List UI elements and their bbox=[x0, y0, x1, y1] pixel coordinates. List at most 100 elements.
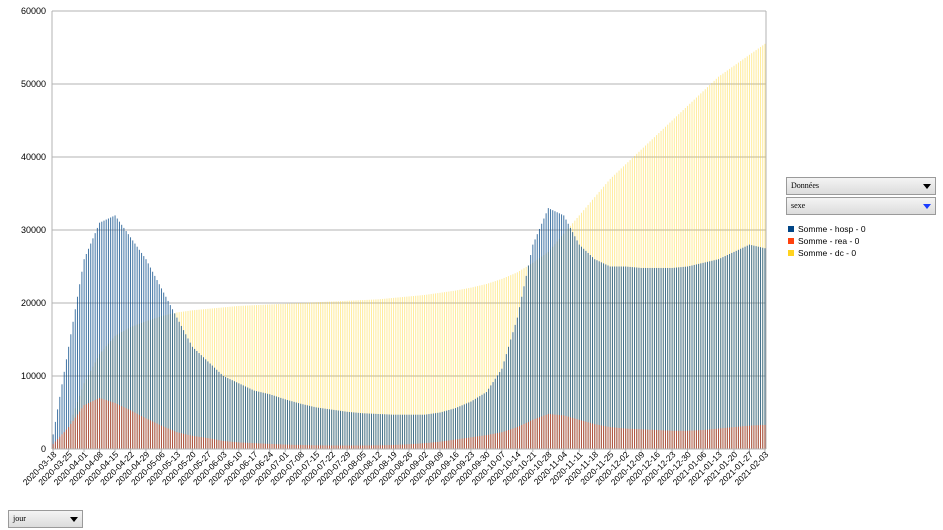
bar-hosp bbox=[331, 409, 333, 449]
bar-rea bbox=[673, 430, 675, 449]
bar-rea bbox=[94, 399, 96, 449]
bar-rea bbox=[729, 427, 731, 449]
bar-dc bbox=[295, 303, 297, 449]
bar-rea bbox=[625, 428, 627, 449]
bar-rea bbox=[461, 438, 463, 449]
bar-rea bbox=[211, 438, 213, 449]
bar-hosp bbox=[443, 411, 445, 449]
bar-rea bbox=[278, 444, 280, 449]
bar-rea bbox=[607, 426, 609, 449]
bar-rea bbox=[545, 414, 547, 449]
bar-hosp bbox=[85, 253, 87, 449]
bar-hosp bbox=[554, 211, 556, 449]
bar-hosp bbox=[118, 221, 120, 449]
bar-dc bbox=[249, 305, 251, 449]
bar-rea bbox=[760, 425, 762, 449]
bar-hosp bbox=[676, 267, 678, 449]
bar-hosp bbox=[631, 267, 633, 449]
bar-rea bbox=[636, 429, 638, 449]
bar-dc bbox=[468, 288, 470, 449]
bar-hosp bbox=[587, 252, 589, 449]
bar-hosp bbox=[516, 317, 518, 449]
bar-hosp bbox=[54, 421, 56, 449]
bar-rea bbox=[118, 405, 120, 449]
bar-hosp bbox=[653, 267, 655, 449]
legend-label-hosp: Somme - hosp - 0 bbox=[798, 224, 866, 234]
bar-rea bbox=[744, 426, 746, 449]
bar-hosp bbox=[625, 266, 627, 449]
bar-hosp bbox=[576, 240, 578, 449]
y-tick-label: 20000 bbox=[21, 298, 46, 308]
bar-rea bbox=[194, 436, 196, 449]
bar-rea bbox=[660, 430, 662, 449]
bar-rea bbox=[370, 445, 372, 449]
bar-hosp bbox=[567, 223, 569, 449]
bar-hosp bbox=[740, 248, 742, 449]
bar-rea bbox=[92, 401, 94, 449]
bar-hosp bbox=[147, 263, 149, 449]
bar-hosp bbox=[382, 414, 384, 449]
bar-rea bbox=[401, 444, 403, 449]
bar-rea bbox=[185, 434, 187, 449]
bar-rea bbox=[275, 444, 277, 449]
bar-rea bbox=[753, 425, 755, 449]
bar-hosp bbox=[326, 408, 328, 449]
bar-rea bbox=[65, 429, 67, 449]
legend-swatch-dc bbox=[788, 250, 794, 256]
bar-rea bbox=[682, 430, 684, 449]
bar-hosp bbox=[459, 406, 461, 449]
bar-hosp bbox=[202, 357, 204, 449]
bar-hosp bbox=[735, 250, 737, 449]
bar-rea bbox=[218, 440, 220, 449]
bar-rea bbox=[382, 445, 384, 449]
bar-rea bbox=[262, 443, 264, 449]
bar-rea bbox=[322, 445, 324, 449]
bar-hosp bbox=[490, 385, 492, 449]
bar-rea bbox=[116, 404, 118, 449]
bar-rea bbox=[764, 424, 766, 449]
bar-rea bbox=[463, 438, 465, 449]
bar-rea bbox=[300, 444, 302, 449]
bar-rea bbox=[273, 444, 275, 449]
bar-hosp bbox=[72, 321, 74, 449]
bar-rea bbox=[145, 418, 147, 449]
bar-hosp bbox=[729, 253, 731, 449]
bar-hosp bbox=[174, 313, 176, 449]
bar-hosp bbox=[746, 245, 748, 449]
bar-hosp bbox=[169, 305, 171, 449]
bar-hosp bbox=[236, 382, 238, 449]
bar-rea bbox=[70, 423, 72, 449]
bar-rea bbox=[136, 413, 138, 449]
bar-hosp bbox=[636, 267, 638, 449]
bar-hosp bbox=[256, 391, 258, 449]
bar-rea bbox=[390, 445, 392, 449]
bar-hosp bbox=[706, 261, 708, 449]
bar-rea bbox=[121, 406, 123, 449]
row-field-dropdown[interactable]: jour bbox=[8, 510, 83, 528]
bar-hosp bbox=[629, 266, 631, 449]
data-field-dropdown[interactable]: Données bbox=[786, 177, 936, 195]
bar-hosp bbox=[574, 236, 576, 449]
bar-hosp bbox=[627, 266, 629, 449]
column-field-dropdown[interactable]: sexe bbox=[786, 197, 936, 215]
bar-hosp bbox=[258, 391, 260, 449]
bar-dc bbox=[377, 299, 379, 449]
bar-rea bbox=[227, 441, 229, 449]
bar-rea bbox=[96, 398, 98, 449]
bar-hosp bbox=[468, 402, 470, 449]
bar-dc bbox=[282, 303, 284, 449]
bar-hosp bbox=[103, 220, 105, 449]
bar-dc bbox=[322, 301, 324, 449]
bar-hosp bbox=[698, 263, 700, 449]
bar-rea bbox=[52, 443, 54, 449]
bar-hosp bbox=[291, 401, 293, 449]
bar-rea bbox=[238, 442, 240, 449]
bar-hosp bbox=[231, 380, 233, 449]
bar-dc bbox=[333, 301, 335, 449]
bar-rea bbox=[72, 420, 74, 449]
bar-hosp bbox=[59, 396, 61, 449]
bar-hosp bbox=[545, 213, 547, 449]
bar-hosp bbox=[472, 400, 474, 449]
bar-dc bbox=[320, 302, 322, 449]
bar-rea bbox=[711, 429, 713, 449]
